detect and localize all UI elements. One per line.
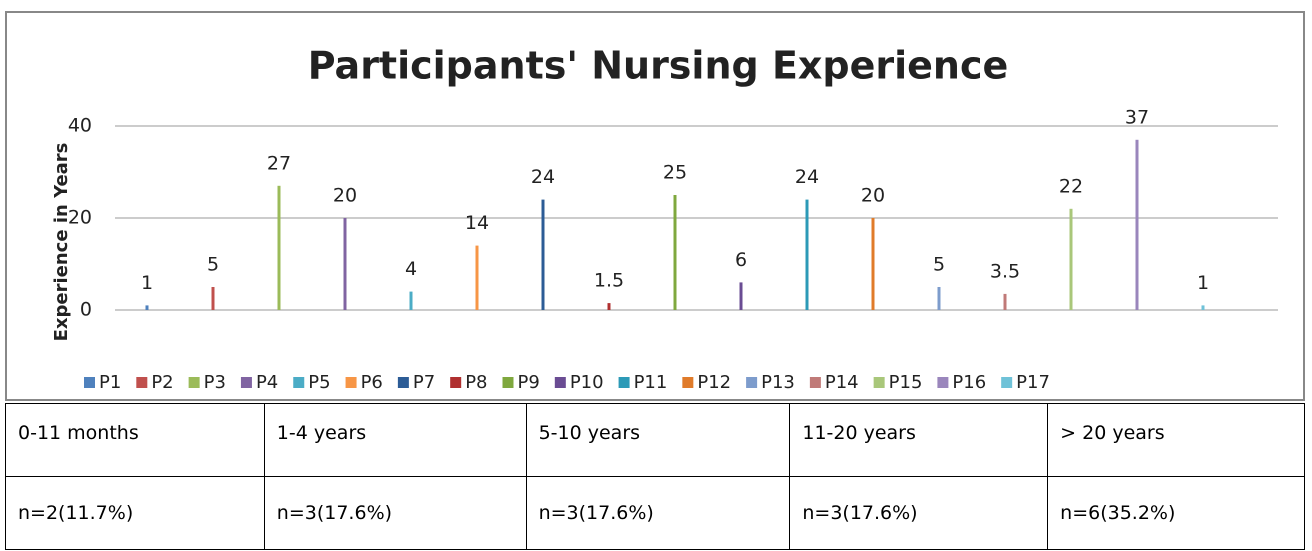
legend-label: P5 (308, 372, 330, 393)
legend-swatch (554, 377, 566, 388)
legend-label: P14 (825, 372, 859, 393)
bar (277, 185, 281, 310)
chart-frame (5, 11, 1305, 401)
bar (805, 199, 809, 310)
legend-label: P15 (889, 372, 923, 393)
y-tick-label: 40 (68, 115, 92, 137)
legend-swatch (188, 377, 200, 388)
legend-swatch (682, 377, 694, 388)
table-cell: 11-20 years (789, 403, 1049, 477)
legend-label: P8 (465, 372, 487, 393)
table-row: 0-11 months 1-4 years 5-10 years 11-20 year… (5, 403, 1305, 477)
legend-swatch (1001, 377, 1013, 388)
data-label: 3.5 (990, 260, 1020, 282)
bar (937, 287, 941, 310)
bar (1069, 208, 1073, 310)
data-label: 22 (1059, 175, 1083, 197)
bar (409, 291, 413, 310)
bar (607, 303, 611, 310)
legend-swatch (873, 377, 885, 388)
data-label: 20 (333, 185, 357, 207)
legend-label: P3 (204, 372, 226, 393)
data-label: 6 (735, 249, 747, 271)
table-cell: n=2(11.7%) (5, 476, 265, 550)
legend-swatch (809, 377, 821, 388)
bar (541, 199, 545, 310)
legend-label: P7 (413, 372, 435, 393)
table-cell: 5-10 years (525, 403, 791, 477)
legend-label: P16 (952, 372, 986, 393)
table-cell: n=3(17.6%) (525, 476, 791, 550)
table-cell: n=3(17.6%) (789, 476, 1049, 550)
legend-swatch (450, 377, 462, 388)
legend-swatch (293, 377, 305, 388)
legend-label: P17 (1016, 372, 1050, 393)
data-label: 37 (1125, 106, 1149, 128)
data-label: 24 (795, 166, 819, 188)
bar (1135, 139, 1139, 310)
legend-label: P1 (99, 372, 121, 393)
table-cell: 1-4 years (263, 403, 527, 477)
chart: Participants' Nursing Experience Experie… (5, 11, 1305, 401)
legend-swatch (502, 377, 514, 388)
table-cell: 0-11 months (5, 403, 265, 477)
summary-table: 0-11 months 1-4 years 5-10 years 11-20 year… (5, 403, 1305, 550)
y-tick-label: 0 (80, 299, 92, 321)
bar (343, 218, 347, 310)
data-label: 5 (933, 254, 945, 276)
legend-swatch (746, 377, 758, 388)
data-label: 25 (663, 162, 687, 184)
bar (739, 282, 743, 310)
data-label: 1 (141, 272, 153, 294)
data-label: 20 (861, 185, 885, 207)
legend-swatch (240, 377, 252, 388)
legend-swatch (618, 377, 630, 388)
legend-label: P12 (697, 372, 731, 393)
data-label: 1.5 (594, 270, 624, 292)
table-cell: n=3(17.6%) (263, 476, 527, 550)
data-label: 24 (531, 166, 555, 188)
table-cell: n=6(35.2%) (1047, 476, 1305, 550)
bar (475, 245, 479, 310)
bar (1201, 305, 1205, 310)
bar (211, 287, 215, 310)
bar (871, 218, 875, 310)
bar (673, 195, 677, 310)
legend-swatch (397, 377, 409, 388)
legend-label: P6 (361, 372, 383, 393)
legend-label: P13 (761, 372, 795, 393)
legend-label: P9 (518, 372, 540, 393)
legend-label: P2 (151, 372, 173, 393)
data-label: 27 (267, 152, 291, 174)
legend-swatch (84, 377, 95, 388)
data-label: 1 (1197, 272, 1209, 294)
y-axis-label: Experience in Years (51, 143, 72, 342)
table-row: n=2(11.7%) n=3(17.6%) n=3(17.6%) n=3(17.6%)… (5, 476, 1305, 550)
legend-swatch (937, 377, 949, 388)
bar (145, 305, 149, 310)
legend-label: P11 (634, 372, 668, 393)
legend-swatch (136, 377, 148, 388)
y-tick-label: 20 (68, 207, 92, 229)
bar (1003, 293, 1007, 310)
data-label: 5 (207, 254, 219, 276)
data-label: 4 (405, 258, 417, 280)
legend-label: P4 (256, 372, 278, 393)
table-cell: > 20 years (1047, 403, 1305, 477)
legend-swatch (345, 377, 357, 388)
legend-label: P10 (570, 372, 604, 393)
chart-title: Participants' Nursing Experience (308, 44, 1009, 88)
data-label: 14 (465, 212, 489, 234)
